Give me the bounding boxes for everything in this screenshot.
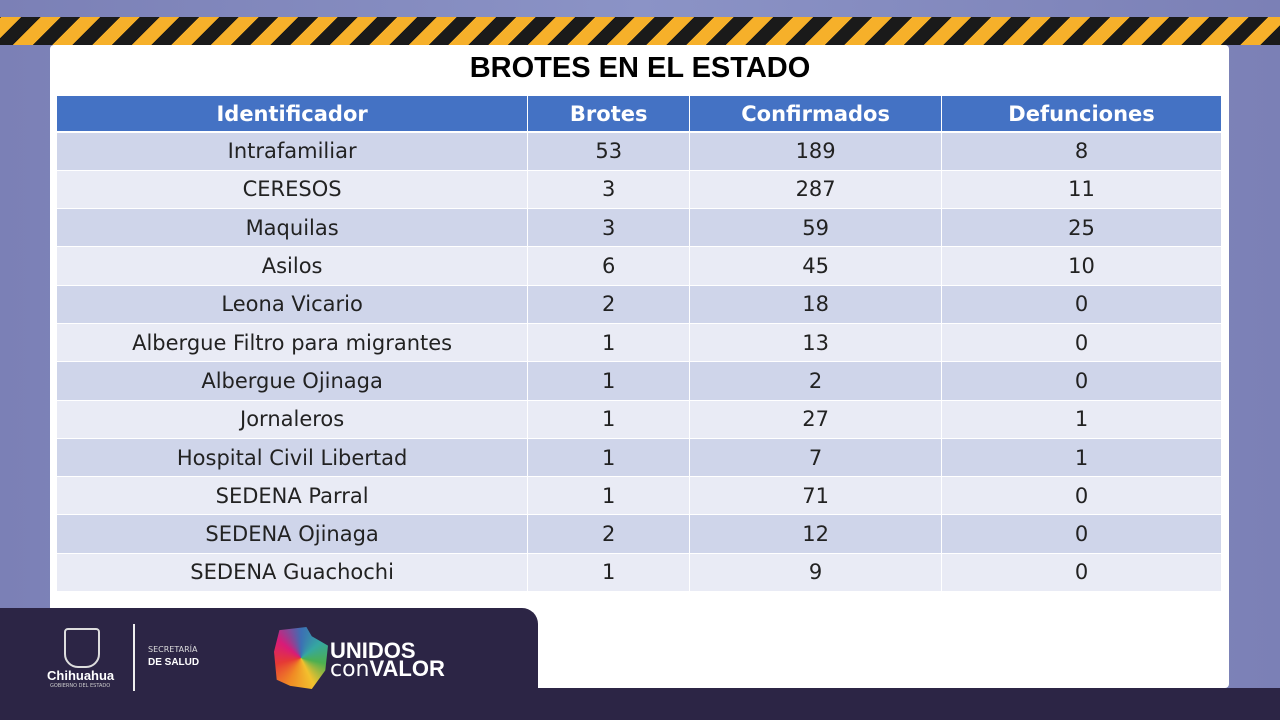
table-row: Intrafamiliar 53 189 8	[57, 132, 1222, 171]
table-cell: Albergue Ojinaga	[57, 361, 529, 401]
table-row: SEDENA Guachochi 1 9 0	[57, 553, 1222, 593]
table-cell: Leona Vicario	[57, 285, 529, 324]
table-cell: SEDENA Ojinaga	[57, 514, 529, 554]
table-cell: SEDENA Guachochi	[57, 553, 529, 593]
table-cell: 1	[527, 400, 691, 439]
table-cell: 9	[689, 553, 943, 593]
table-row: Asilos 6 45 10	[57, 246, 1222, 286]
table-cell: 2	[689, 361, 943, 401]
secretaria-label: SECRETARÍA	[148, 645, 198, 654]
table-cell: 59	[689, 208, 943, 248]
page-title: BROTES EN EL ESTADO	[469, 52, 811, 84]
table-cell: 1	[941, 400, 1222, 439]
table-cell: 53	[527, 132, 691, 171]
table-cell: 0	[941, 514, 1222, 554]
table-cell: Intrafamiliar	[57, 132, 529, 171]
table-row: CERESOS 3 287 11	[57, 170, 1222, 210]
outbreaks-table: Identificador Brotes Confirmados Defuncione…	[57, 96, 1222, 593]
column-header: Confirmados	[689, 96, 943, 133]
table-cell: 1	[527, 361, 691, 401]
table-cell: 27	[689, 400, 943, 439]
table-row: Jornaleros 1 27 1	[57, 400, 1222, 439]
table-cell: SEDENA Parral	[57, 476, 529, 516]
gov-label: GOBIERNO DEL ESTADO	[50, 683, 111, 689]
table-cell: 1	[527, 323, 691, 363]
table-cell: 0	[941, 553, 1222, 593]
table-row: Maquilas 3 59 25	[57, 208, 1222, 248]
table-row: Hospital Civil Libertad 1 7 1	[57, 438, 1222, 478]
table-cell: 2	[527, 285, 691, 324]
table-cell: 3	[527, 208, 691, 248]
table-cell: 6	[527, 246, 691, 286]
table-cell: Maquilas	[57, 208, 529, 248]
table-cell: 45	[689, 246, 943, 286]
table-row: Albergue Ojinaga 1 2 0	[57, 361, 1222, 401]
table-row: SEDENA Parral 1 71 0	[57, 476, 1222, 516]
table-row: Albergue Filtro para migrantes 1 13 0	[57, 323, 1222, 363]
table-cell: 11	[941, 170, 1222, 210]
table-cell: 2	[527, 514, 691, 554]
table-cell: 0	[941, 476, 1222, 516]
table-cell: 1	[527, 438, 691, 478]
table-cell: 287	[689, 170, 943, 210]
table-cell: 18	[689, 285, 943, 324]
table-cell: 8	[941, 132, 1222, 171]
table-cell: 25	[941, 208, 1222, 248]
caution-stripe	[0, 17, 1280, 45]
table-cell: 12	[689, 514, 943, 554]
con-valor-label: conVALOR	[330, 656, 445, 682]
table-cell: 0	[941, 361, 1222, 401]
table-cell: 7	[689, 438, 943, 478]
column-header: Defunciones	[941, 96, 1222, 133]
table-cell: 189	[689, 132, 943, 171]
table-row: SEDENA Ojinaga 2 12 0	[57, 514, 1222, 554]
unidos-label: UNIDOS	[330, 638, 416, 663]
table-cell: 71	[689, 476, 943, 516]
divider	[133, 624, 135, 691]
table-cell: CERESOS	[57, 170, 529, 210]
table-row: Leona Vicario 2 18 0	[57, 285, 1222, 324]
table-cell: 13	[689, 323, 943, 363]
table-cell: 10	[941, 246, 1222, 286]
column-header: Identificador	[57, 96, 529, 133]
table-cell: 1	[941, 438, 1222, 478]
state-name: Chihuahua	[47, 668, 115, 683]
table-cell: 3	[527, 170, 691, 210]
table-cell: 1	[527, 476, 691, 516]
table-cell: Albergue Filtro para migrantes	[57, 323, 529, 363]
table-cell: 0	[941, 285, 1222, 324]
table-cell: Asilos	[57, 246, 529, 286]
bottom-bar	[0, 688, 1280, 720]
table-cell: Hospital Civil Libertad	[57, 438, 529, 478]
table-cell: Jornaleros	[57, 400, 529, 439]
table-cell: 1	[527, 553, 691, 593]
table-cell: 0	[941, 323, 1222, 363]
column-header: Brotes	[527, 96, 691, 133]
salud-label: DE SALUD	[148, 657, 200, 668]
state-seal-icon	[64, 628, 100, 668]
